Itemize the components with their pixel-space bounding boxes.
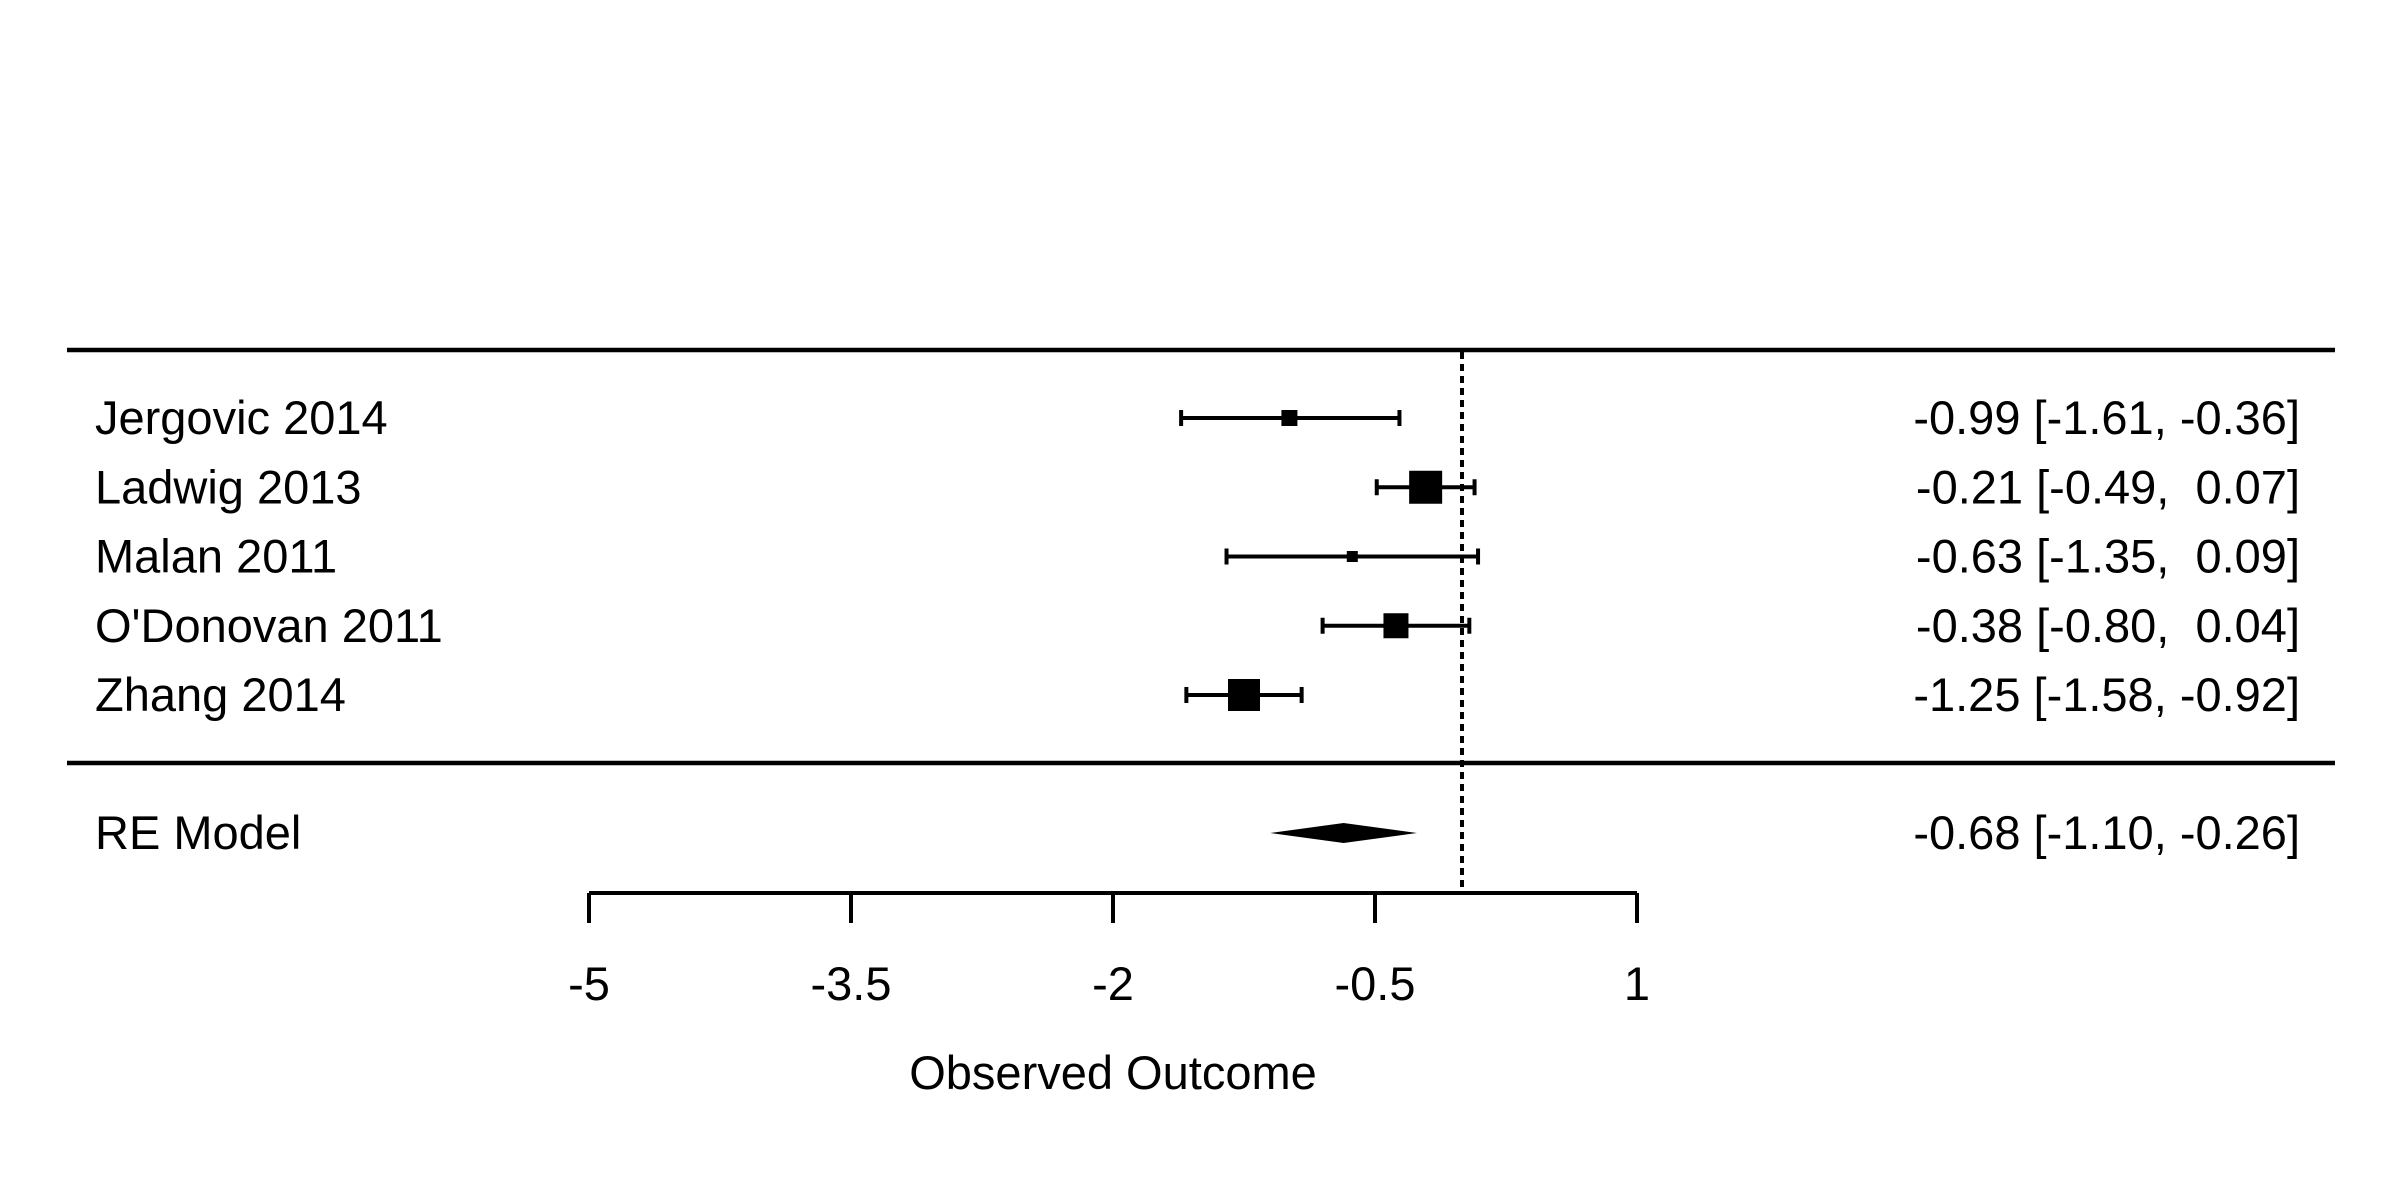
effect-square-zhang-2014 (1228, 679, 1260, 711)
x-axis-tick-label: -5 (568, 957, 610, 1010)
x-axis-tick-label: -3.5 (811, 957, 892, 1010)
effect-square-jergovic-2014 (1281, 410, 1298, 426)
x-axis-tick-label: -0.5 (1335, 957, 1416, 1010)
study-annotation-o-donovan-2011: -0.38 [-0.80, 0.04] (1916, 599, 2300, 652)
summary-diamond (1270, 823, 1417, 843)
study-label-ladwig-2013: Ladwig 2013 (95, 460, 362, 513)
study-label-zhang-2014: Zhang 2014 (95, 668, 346, 721)
x-axis-tick-label: 1 (1624, 957, 1650, 1010)
x-axis-tick-label: -2 (1092, 957, 1134, 1010)
study-annotation-ladwig-2013: -0.21 [-0.49, 0.07] (1916, 460, 2300, 513)
study-annotation-malan-2011: -0.63 [-1.35, 0.09] (1916, 530, 2300, 583)
study-label-jergovic-2014: Jergovic 2014 (95, 391, 388, 444)
effect-square-malan-2011 (1346, 551, 1358, 562)
effect-square-o-donovan-2011 (1383, 613, 1409, 639)
study-annotation-zhang-2014: -1.25 [-1.58, -0.92] (1913, 668, 2300, 721)
study-annotation-jergovic-2014: -0.99 [-1.61, -0.36] (1913, 391, 2300, 444)
summary-annotation: -0.68 [-1.10, -0.26] (1913, 806, 2300, 859)
study-label-o-donovan-2011: O'Donovan 2011 (95, 599, 443, 652)
effect-square-ladwig-2013 (1409, 470, 1443, 504)
x-axis-title: Observed Outcome (909, 1046, 1317, 1099)
plot-marks: Jergovic 2014 -0.99 [-1.61, -0.36] Ladwig … (95, 391, 2300, 1010)
study-label-malan-2011: Malan 2011 (95, 530, 337, 583)
summary-label: RE Model (95, 806, 301, 859)
